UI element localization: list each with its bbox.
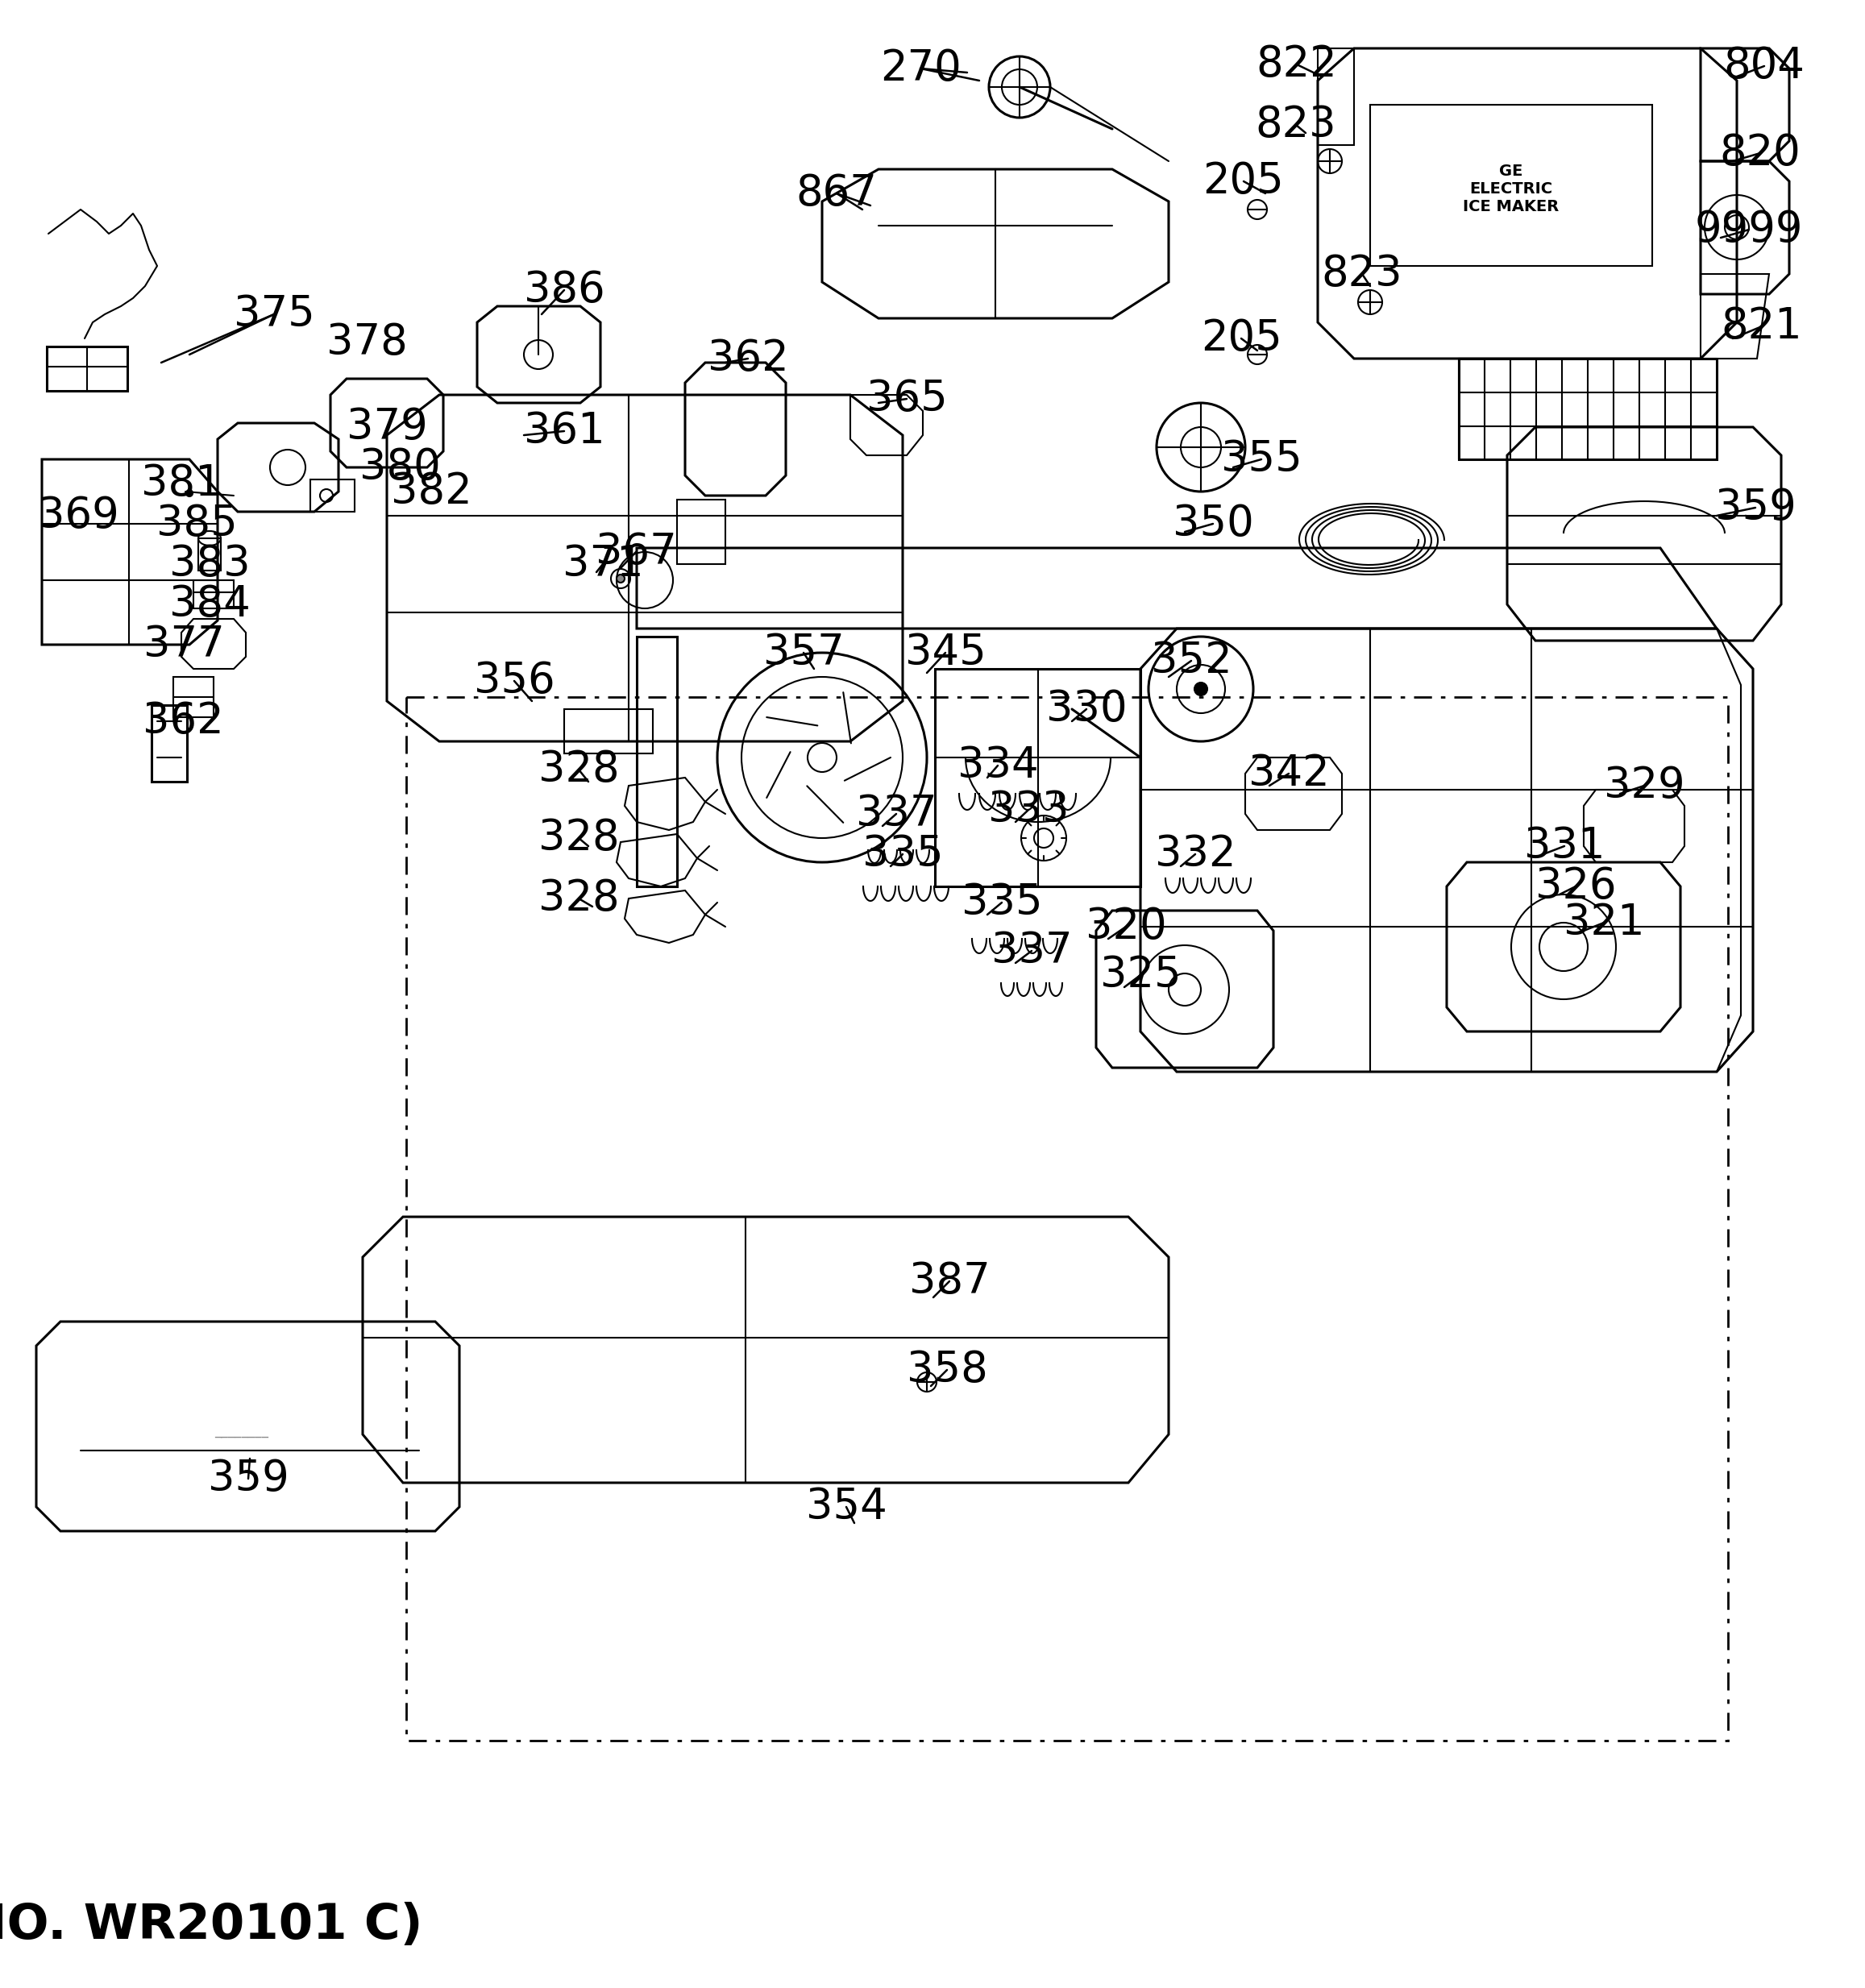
Text: 384: 384 (170, 582, 250, 626)
Text: 332: 332 (1154, 833, 1236, 875)
Text: 9999: 9999 (1695, 209, 1803, 250)
Text: 821: 821 (1721, 306, 1802, 348)
Text: 362: 362 (142, 700, 224, 742)
Text: 333: 333 (988, 789, 1069, 831)
Text: 387: 387 (908, 1260, 990, 1302)
Text: 359: 359 (1714, 487, 1796, 529)
Bar (1371, 105, 1652, 266)
Bar (198, 539, 220, 571)
Text: 369: 369 (37, 495, 119, 537)
Text: 377: 377 (144, 624, 224, 666)
Text: 329: 329 (1604, 765, 1684, 807)
Text: 362: 362 (707, 338, 789, 380)
Text: 378: 378 (326, 322, 407, 364)
Text: 335: 335 (862, 833, 944, 875)
Text: 321: 321 (1563, 903, 1645, 944)
Text: 354: 354 (806, 1485, 888, 1529)
Text: 335: 335 (960, 881, 1043, 924)
Text: 359: 359 (207, 1457, 289, 1499)
Text: 334: 334 (957, 746, 1039, 787)
Text: 337: 337 (856, 793, 936, 835)
Text: 380: 380 (360, 447, 440, 489)
Text: 382: 382 (390, 471, 472, 513)
Text: 270: 270 (880, 48, 960, 89)
Text: 328: 328 (539, 877, 619, 920)
Text: 325: 325 (1100, 954, 1181, 996)
Text: 367: 367 (595, 531, 677, 573)
Text: 385: 385 (157, 503, 237, 545)
Text: 379: 379 (347, 406, 427, 447)
Text: 386: 386 (524, 268, 604, 310)
Text: 357: 357 (763, 632, 845, 674)
Text: 804: 804 (1723, 46, 1805, 87)
Text: 331: 331 (1524, 825, 1606, 867)
Text: ________: ________ (214, 1423, 269, 1437)
Text: 350: 350 (1173, 503, 1253, 545)
Text: 371: 371 (563, 543, 643, 584)
Circle shape (1194, 682, 1207, 696)
Text: 330: 330 (1046, 688, 1126, 730)
Text: 320: 320 (1085, 907, 1166, 948)
Text: 355: 355 (1222, 439, 1302, 481)
Bar (310, 479, 354, 511)
Text: 823: 823 (1322, 252, 1402, 294)
Text: 375: 375 (233, 294, 315, 336)
Text: 383: 383 (170, 543, 250, 584)
Text: 342: 342 (1248, 753, 1330, 795)
Bar (47, 346, 127, 392)
Text: 328: 328 (539, 749, 619, 791)
Text: 205: 205 (1201, 318, 1281, 360)
Text: (ART NO. WR20101 C): (ART NO. WR20101 C) (0, 1903, 423, 1950)
Text: 328: 328 (539, 817, 619, 859)
Text: 822: 822 (1257, 44, 1337, 85)
Text: 326: 326 (1535, 865, 1617, 907)
Bar (194, 580, 233, 608)
Text: 205: 205 (1203, 161, 1285, 203)
Text: 345: 345 (905, 632, 987, 674)
Text: 337: 337 (990, 930, 1072, 972)
Text: 352: 352 (1151, 640, 1231, 682)
Bar (407, 698, 1729, 1741)
Text: 823: 823 (1255, 103, 1337, 145)
Text: 381: 381 (140, 463, 222, 505)
Circle shape (617, 575, 625, 582)
Text: 820: 820 (1720, 131, 1802, 175)
Text: 365: 365 (865, 378, 947, 419)
Bar (173, 676, 214, 718)
Circle shape (186, 489, 192, 497)
Text: 867: 867 (796, 173, 877, 215)
Text: GE
ELECTRIC
ICE MAKER: GE ELECTRIC ICE MAKER (1464, 163, 1559, 215)
Bar (677, 499, 725, 565)
Text: 361: 361 (524, 410, 604, 451)
Text: 356: 356 (474, 660, 554, 702)
Text: 358: 358 (906, 1350, 988, 1392)
